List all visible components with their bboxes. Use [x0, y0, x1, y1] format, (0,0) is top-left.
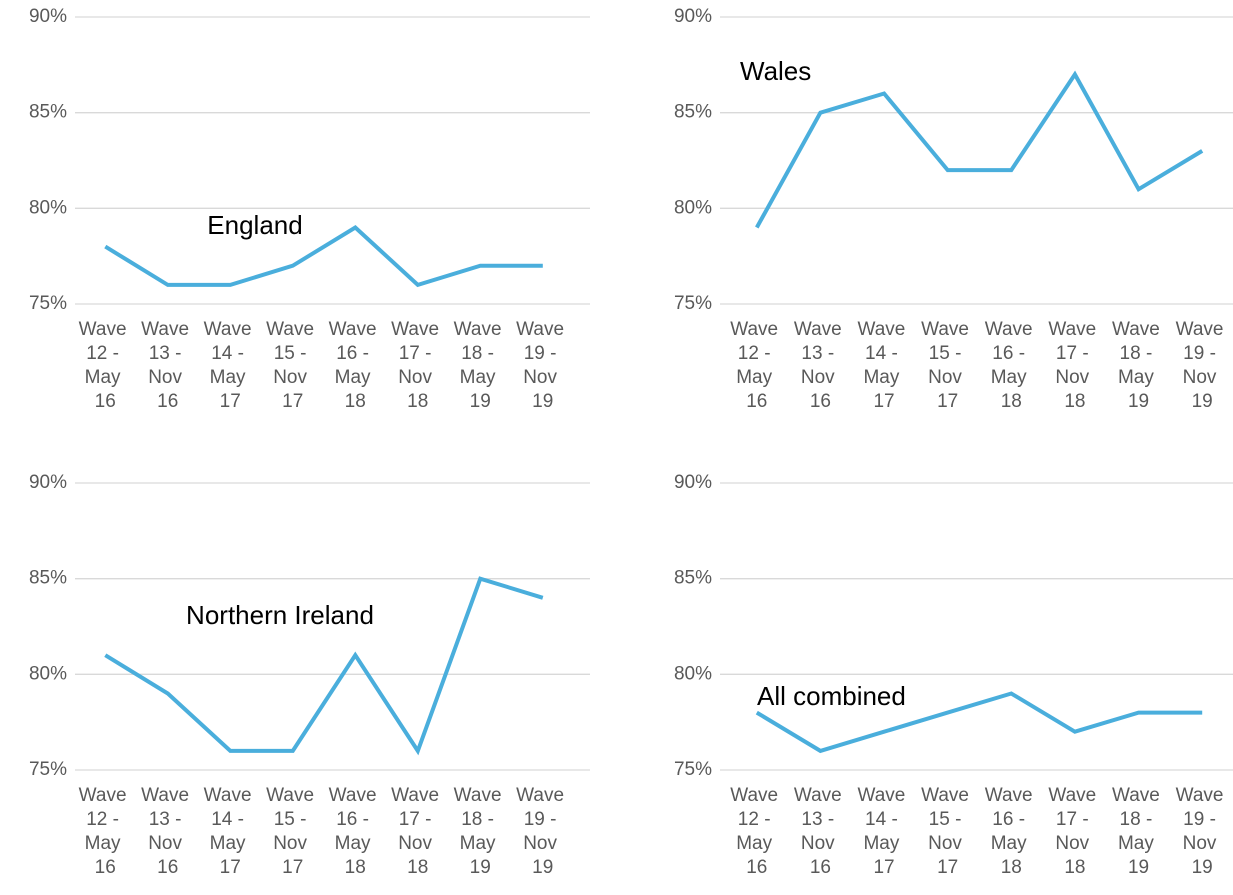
chart-title: All combined — [757, 681, 906, 711]
y-tick-label: 75% — [29, 759, 67, 780]
x-tick-label: Wave 12 - May 16 — [79, 319, 132, 412]
x-tick-label: Wave 19 - Nov 19 — [1176, 319, 1229, 412]
x-tick-label: Wave 17 - Nov 18 — [1048, 785, 1101, 878]
y-tick-label: 85% — [674, 568, 712, 589]
x-tick-label: Wave 17 - Nov 18 — [391, 785, 444, 878]
x-tick-label: Wave 16 - May 18 — [985, 785, 1038, 878]
x-tick-label: Wave 17 - Nov 18 — [1048, 319, 1101, 412]
y-tick-label: 90% — [29, 6, 67, 27]
x-tick-label: Wave 15 - Nov 17 — [266, 785, 319, 878]
x-tick-label: Wave 18 - May 19 — [1112, 785, 1165, 878]
x-tick-label: Wave 14 - May 17 — [857, 785, 910, 878]
x-tick-label: Wave 12 - May 16 — [79, 785, 132, 878]
x-tick-label: Wave 19 - Nov 19 — [516, 319, 569, 412]
x-tick-label: Wave 15 - Nov 17 — [266, 319, 319, 412]
y-tick-label: 85% — [29, 568, 67, 589]
data-line — [104, 225, 543, 288]
y-tick-label: 90% — [674, 472, 712, 493]
x-tick-label: Wave 12 - May 16 — [730, 319, 783, 412]
y-tick-label: 80% — [29, 663, 67, 684]
x-tick-label: Wave 18 - May 19 — [454, 785, 507, 878]
x-tick-label: Wave 13 - Nov 16 — [141, 785, 194, 878]
x-tick-label: Wave 13 - Nov 16 — [794, 319, 847, 412]
x-tick-label: Wave 15 - Nov 17 — [921, 785, 974, 878]
x-tick-label: Wave 16 - May 18 — [985, 319, 1038, 412]
x-tick-label: Wave 14 - May 17 — [857, 319, 910, 412]
data-line — [104, 576, 544, 756]
chart-title: England — [207, 210, 302, 240]
x-tick-label: Wave 16 - May 18 — [329, 785, 382, 878]
x-tick-label: Wave 13 - Nov 16 — [794, 785, 847, 878]
x-tick-label: Wave 18 - May 19 — [1112, 319, 1165, 412]
y-tick-label: 85% — [29, 102, 67, 123]
x-tick-label: Wave 15 - Nov 17 — [921, 319, 974, 412]
y-tick-label: 85% — [674, 102, 712, 123]
chart-title: Wales — [740, 56, 811, 86]
x-tick-label: Wave 17 - Nov 18 — [391, 319, 444, 412]
x-tick-label: Wave 12 - May 16 — [730, 785, 783, 878]
y-tick-label: 80% — [674, 197, 712, 218]
y-tick-label: 75% — [674, 759, 712, 780]
y-tick-label: 75% — [674, 293, 712, 314]
data-line — [755, 691, 1203, 754]
x-tick-label: Wave 19 - Nov 19 — [516, 785, 569, 878]
x-tick-label: Wave 14 - May 17 — [204, 319, 257, 412]
x-tick-label: Wave 14 - May 17 — [204, 785, 257, 878]
y-tick-label: 80% — [29, 197, 67, 218]
data-line — [755, 70, 1204, 229]
y-tick-label: 90% — [674, 6, 712, 27]
y-tick-label: 80% — [674, 663, 712, 684]
x-tick-label: Wave 16 - May 18 — [329, 319, 382, 412]
x-tick-label: Wave 18 - May 19 — [454, 319, 507, 412]
x-tick-label: Wave 19 - Nov 19 — [1176, 785, 1229, 878]
y-tick-label: 75% — [29, 293, 67, 314]
x-tick-label: Wave 13 - Nov 16 — [141, 319, 194, 412]
y-tick-label: 90% — [29, 472, 67, 493]
chart-title: Northern Ireland — [186, 600, 374, 630]
